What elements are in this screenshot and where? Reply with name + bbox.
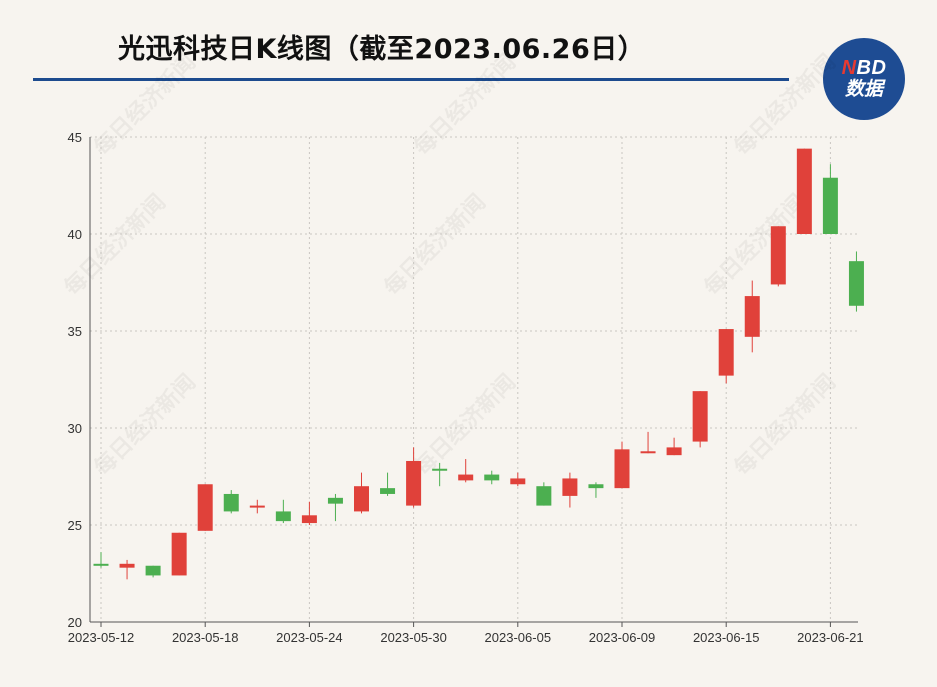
candle	[640, 431, 656, 454]
candle	[848, 251, 864, 312]
candle-body	[223, 493, 239, 512]
candle-body	[822, 177, 838, 234]
candle-body	[145, 565, 161, 576]
candle	[510, 472, 526, 487]
x-tick-label: 2023-05-30	[380, 630, 447, 645]
watermark-text: 每日经济新闻	[699, 189, 811, 301]
candle-body	[432, 468, 448, 471]
candles	[93, 148, 864, 580]
candle-body	[510, 478, 526, 485]
candle	[588, 482, 604, 498]
y-tick-label: 45	[68, 130, 82, 145]
logo-brand-n: N	[841, 57, 857, 79]
candle	[301, 501, 317, 525]
candle-body	[380, 488, 396, 494]
candle	[354, 472, 369, 514]
candle	[406, 447, 422, 508]
candle-body	[119, 563, 135, 568]
candle-body	[562, 478, 578, 496]
candle	[380, 472, 396, 496]
chart-title: 光迅科技日K线图（截至2023.06.26日）	[118, 34, 646, 65]
candle	[223, 490, 239, 514]
candle	[171, 532, 187, 576]
watermark-text: 每日经济新闻	[89, 49, 201, 161]
candle-body	[406, 460, 422, 506]
y-tick-label: 40	[68, 227, 82, 242]
candle	[796, 148, 812, 234]
candle-body	[796, 148, 812, 234]
candle-body	[197, 484, 213, 531]
candle-body	[718, 329, 734, 376]
logo-brand: NBD	[842, 58, 887, 78]
candle	[614, 441, 630, 489]
x-tick-label: 2023-06-15	[693, 630, 760, 645]
candle	[432, 462, 448, 487]
candle-body	[770, 226, 786, 285]
y-tick-label: 30	[68, 421, 82, 436]
watermark-text: 每日经济新闻	[59, 189, 171, 301]
logo-brand-rest: BD	[856, 57, 887, 79]
candle-body	[614, 449, 630, 489]
x-tick-label: 2023-06-09	[589, 630, 656, 645]
candle	[744, 280, 760, 353]
x-tick-label: 2023-06-21	[797, 630, 864, 645]
candle	[536, 482, 552, 506]
candle	[484, 470, 500, 485]
candle-body	[301, 515, 317, 524]
y-tick-label: 25	[68, 518, 82, 533]
candle-body	[666, 447, 682, 456]
candle-body	[692, 391, 708, 442]
candle-body	[458, 474, 474, 481]
candle-body	[848, 261, 864, 306]
axes: 20 25 30 35 40 45 2023-05-12 2023-05-18 2023-05-…	[68, 130, 864, 645]
candle	[119, 559, 135, 580]
candle	[770, 226, 786, 287]
candle	[692, 391, 708, 448]
candle	[145, 565, 161, 578]
candle-body	[171, 532, 187, 576]
watermarks: 每日经济新闻每日经济新闻每日经济新闻每日经济新闻每日经济新闻每日经济新闻每日经济…	[59, 49, 841, 481]
candle-body	[93, 563, 109, 566]
candle-body	[354, 486, 369, 512]
y-tick-label: 20	[68, 615, 82, 630]
watermark-text: 每日经济新闻	[89, 369, 201, 481]
watermark-text: 每日经济新闻	[409, 49, 521, 161]
candle-body	[249, 505, 265, 508]
candle-body	[327, 497, 343, 504]
candle	[275, 499, 291, 524]
watermark-text: 每日经济新闻	[379, 189, 491, 301]
candle-body	[536, 486, 552, 506]
y-tick-label: 35	[68, 324, 82, 339]
candle-body	[744, 296, 760, 337]
candle-body	[640, 451, 656, 454]
logo-sub: 数据	[844, 78, 883, 100]
candle-body	[588, 484, 604, 489]
watermark-text: 每日经济新闻	[409, 369, 521, 481]
candle	[327, 493, 343, 522]
candle	[93, 552, 109, 568]
candle	[718, 329, 734, 384]
title-underline	[33, 78, 789, 81]
x-tick-label: 2023-05-12	[68, 630, 135, 645]
candle	[197, 484, 213, 531]
candle	[562, 472, 578, 508]
x-tick-label: 2023-06-05	[485, 630, 552, 645]
x-tick-label: 2023-05-18	[172, 630, 239, 645]
x-tick-label: 2023-05-24	[276, 630, 343, 645]
candle	[822, 164, 838, 234]
candle	[249, 499, 265, 514]
nbd-logo: NBD 数据	[823, 38, 905, 120]
watermark-text: 每日经济新闻	[729, 369, 841, 481]
candle	[666, 437, 682, 456]
candle-body	[275, 511, 291, 522]
candle-body	[484, 474, 500, 481]
watermark-text: 每日经济新闻	[729, 49, 841, 161]
candle	[458, 459, 474, 483]
